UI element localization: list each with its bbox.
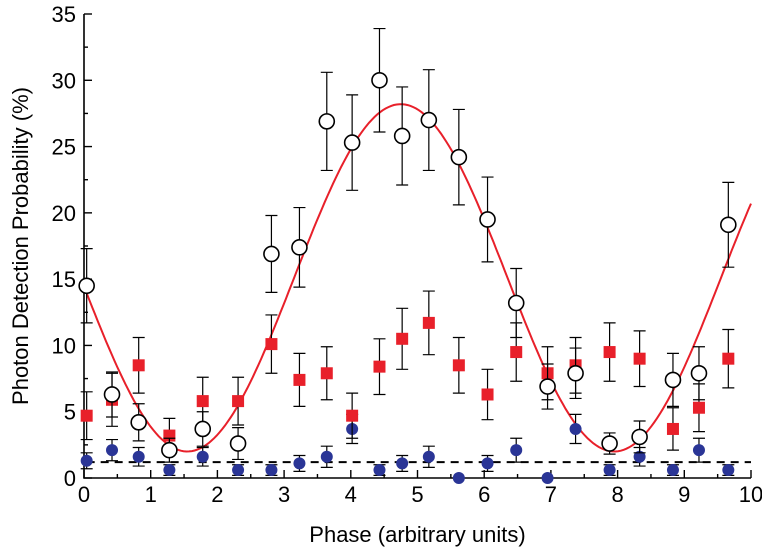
fit-layer — [85, 103, 752, 464]
blue-circle-point — [196, 450, 209, 463]
x-tick-label: 5 — [411, 482, 423, 507]
open-circle-point — [664, 371, 682, 389]
x-tick-label: 10 — [739, 482, 762, 507]
open-circle-point — [103, 386, 121, 403]
blue-circle-point — [452, 472, 465, 484]
data-marks — [78, 27, 737, 484]
blue-circle-point — [569, 422, 582, 435]
red-square-point — [633, 352, 646, 365]
open-circle-point — [371, 71, 388, 89]
blue-circle-point — [481, 457, 494, 470]
red-square-point — [692, 401, 705, 414]
open-circle-point — [229, 435, 247, 452]
y-tick-label: 10 — [52, 333, 76, 358]
blue-circle-point — [510, 444, 523, 457]
open-circle-point — [450, 148, 468, 166]
x-tick-label: 7 — [545, 482, 557, 507]
open-circle-point — [507, 294, 525, 312]
red-square-point — [510, 346, 523, 359]
red-square-point — [132, 359, 145, 372]
red-square-point — [265, 338, 278, 351]
x-tick-label: 1 — [145, 482, 157, 507]
open-circle-point — [539, 378, 556, 395]
fit-curve — [85, 103, 752, 453]
blue-circle-point — [163, 464, 176, 477]
red-square-point — [666, 422, 679, 435]
x-axis-title: Phase (arbitrary units) — [309, 522, 525, 547]
y-tick-label: 25 — [52, 135, 76, 160]
red-square-point — [422, 316, 435, 329]
open-circle-point — [631, 428, 648, 446]
blue-circle-point — [373, 464, 386, 477]
y-tick-label: 20 — [52, 201, 76, 226]
x-tick-label: 4 — [345, 482, 357, 507]
blue-circle-point — [396, 457, 409, 470]
blue-circle-point — [692, 444, 705, 457]
blue-circle-point — [603, 464, 616, 477]
red-square-point — [396, 332, 409, 345]
red-square-point — [452, 359, 465, 372]
blue-circle-point — [232, 464, 245, 477]
blue-circle-point — [320, 450, 333, 463]
open-circle-point — [130, 414, 147, 431]
blue-circle-point — [666, 464, 679, 477]
axis-frame — [83, 14, 751, 479]
red-square-point — [346, 409, 359, 422]
y-tick-label: 30 — [52, 68, 76, 93]
blue-circle-point — [265, 464, 278, 477]
red-square-point — [232, 395, 245, 408]
blue-circle-point — [633, 450, 646, 463]
red-square-point — [373, 360, 386, 373]
x-tick-label: 3 — [278, 482, 290, 507]
open-circle-point — [393, 127, 411, 145]
red-square-point — [722, 352, 735, 365]
open-circle-point — [601, 435, 618, 452]
open-circle-point — [720, 216, 737, 234]
red-square-point — [80, 409, 93, 422]
blue-circle-point — [422, 450, 435, 463]
open-circle-point — [318, 113, 336, 130]
blue-circle-point — [293, 457, 306, 470]
open-circle-point — [78, 277, 95, 295]
blue-circle-point — [106, 444, 119, 457]
red-square-point — [481, 388, 494, 401]
blue-circle-point — [722, 464, 735, 477]
y-tick-label: 35 — [52, 2, 76, 27]
x-tick-label: 8 — [611, 482, 623, 507]
open-circle-point — [291, 239, 308, 256]
y-tick-label: 0 — [64, 466, 76, 491]
red-square-point — [196, 395, 209, 408]
x-tick-label: 2 — [211, 482, 223, 507]
open-circle-point — [161, 441, 178, 459]
red-square-point — [293, 373, 306, 386]
blue-circle-point — [541, 472, 554, 484]
axes: 0 1 2 3 4 5 6 7 8 9 10 0 5 10 15 20 25 30 35 — [52, 2, 762, 507]
open-circle-point — [194, 420, 212, 438]
red-square-point — [320, 367, 333, 380]
blue-circle-point — [80, 454, 93, 467]
x-tick-label: 9 — [678, 482, 690, 507]
y-axis-title: Photon Detection Probability (%) — [8, 87, 33, 405]
x-tick-label: 0 — [78, 482, 90, 507]
open-circle-point — [690, 364, 708, 382]
y-tick-label: 5 — [64, 400, 76, 425]
open-circle-point — [343, 134, 361, 151]
y-tick-label: 15 — [52, 267, 76, 292]
red-square-point — [603, 346, 616, 359]
open-circle-point — [567, 364, 584, 382]
open-circle-point — [263, 245, 280, 263]
blue-circle-point — [132, 450, 145, 463]
open-circle-point — [420, 111, 438, 129]
open-circle-point — [479, 211, 496, 228]
x-tick-label: 6 — [478, 482, 490, 507]
